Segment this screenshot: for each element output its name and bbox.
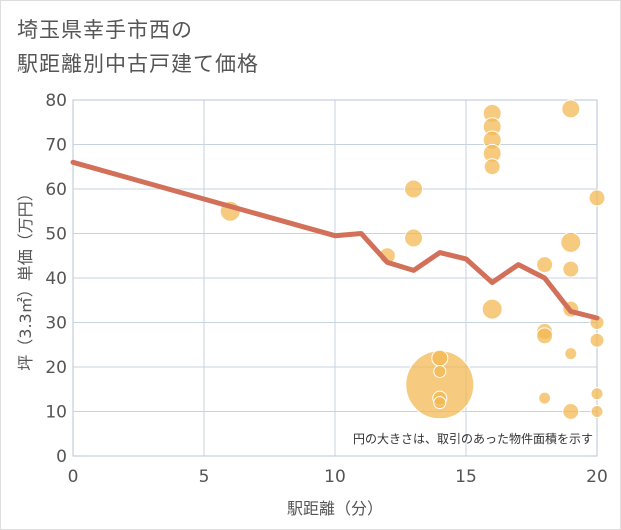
- y-tick-label-4: 40: [45, 269, 67, 289]
- grid-lines: [72, 99, 598, 457]
- bubble-point-24: [562, 403, 580, 420]
- x-tick-label-2: 10: [324, 467, 346, 487]
- bubble-series: [219, 99, 606, 420]
- bubble-point-8: [433, 396, 447, 410]
- y-axis-label: 坪（3.3㎡）単価（万円）: [16, 185, 35, 370]
- x-axis-label: 駅距離（分）: [287, 499, 383, 518]
- bubble-point-29: [590, 405, 604, 418]
- bubble-point-17: [536, 327, 554, 345]
- title-line-2: 駅距離別中古戸建て価格: [17, 52, 259, 76]
- y-tick-label-2: 20: [45, 358, 67, 378]
- y-tick-label-7: 70: [45, 136, 67, 156]
- bubble-point-18: [538, 391, 552, 405]
- x-tick-label-0: 0: [68, 467, 79, 487]
- bubble-point-3: [404, 228, 424, 248]
- bubble-point-6: [433, 364, 447, 378]
- y-tick-label-6: 60: [45, 180, 67, 200]
- x-tick-label-4: 20: [586, 467, 608, 487]
- bubble-point-28: [590, 387, 604, 401]
- x-tick-labels: 0 5 10 15 20: [68, 467, 608, 487]
- bubble-point-14: [481, 298, 503, 320]
- x-tick-label-3: 15: [455, 467, 477, 487]
- y-tick-labels: 0 10 20 30 40 50 60 70 80: [45, 91, 67, 467]
- bubble-point-13: [483, 158, 501, 176]
- trend-line: [70, 159, 600, 321]
- bubble-point-19: [561, 99, 581, 119]
- bubble-point-20: [560, 231, 582, 253]
- plot-area: [72, 99, 598, 457]
- size-note: 円の大きさは、取引のあった物件面積を示す: [353, 431, 593, 446]
- y-tick-label-8: 80: [45, 91, 67, 111]
- bubble-point-27: [589, 332, 605, 348]
- bubble-point-23: [564, 347, 578, 361]
- y-tick-label-5: 50: [45, 225, 67, 245]
- bubble-point-5: [431, 349, 449, 367]
- bubble-point-25: [588, 189, 606, 207]
- chart-title: 埼玉県幸手市西の 駅距離別中古戸建て価格: [17, 13, 259, 81]
- bubble-point-2: [404, 179, 424, 199]
- x-tick-label-1: 5: [199, 467, 210, 487]
- y-tick-label-1: 10: [45, 403, 67, 423]
- bubble-point-21: [562, 260, 580, 278]
- y-tick-label-3: 30: [45, 314, 67, 334]
- bubble-point-15: [536, 256, 554, 274]
- y-tick-label-0: 0: [56, 447, 67, 467]
- title-line-1: 埼玉県幸手市西の: [17, 18, 193, 42]
